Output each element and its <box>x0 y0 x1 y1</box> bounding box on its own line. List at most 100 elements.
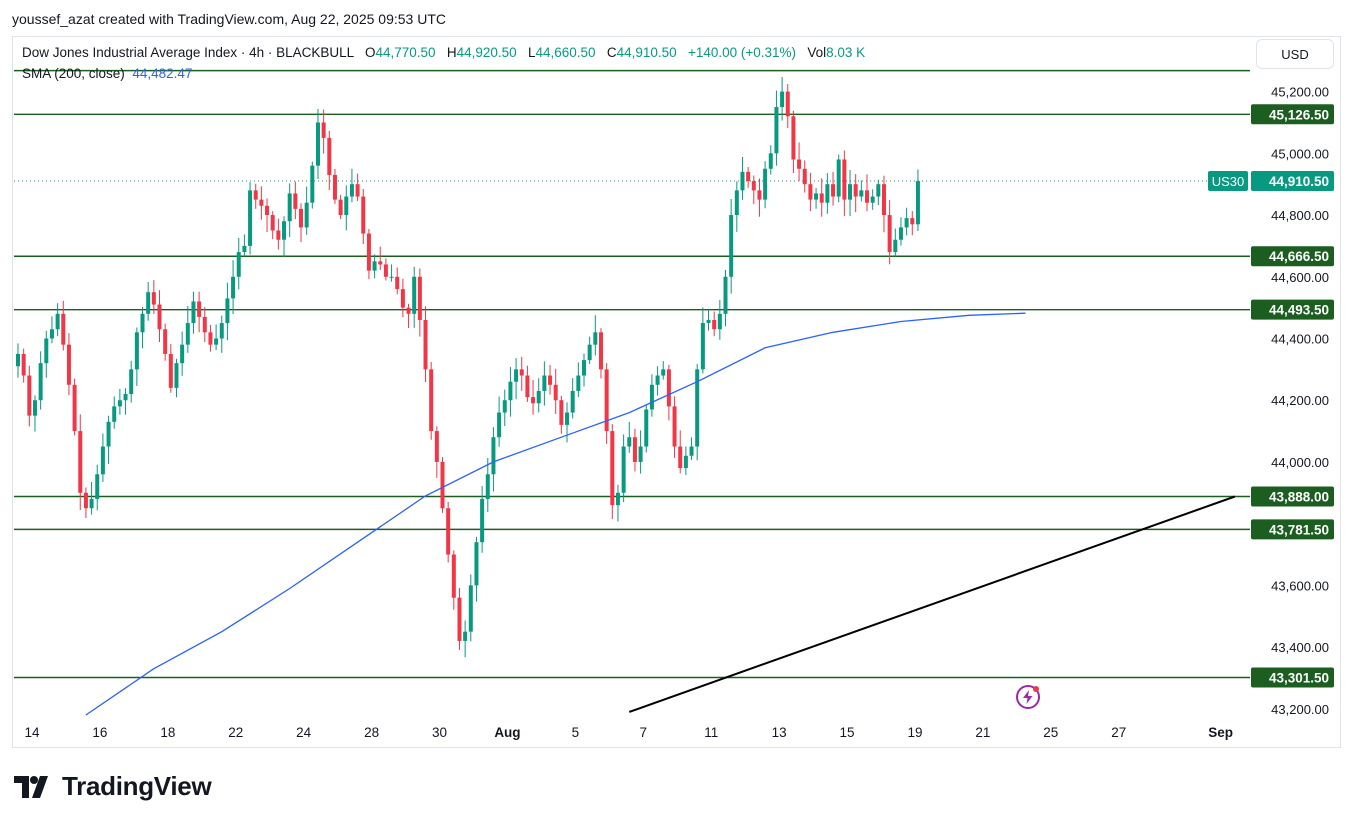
volume-value: 8.03 K <box>826 45 866 60</box>
candle-body <box>231 276 236 299</box>
candle-body <box>723 276 728 314</box>
candle-body <box>78 431 83 493</box>
candle-body <box>66 344 71 385</box>
candle-body <box>355 184 360 197</box>
candle-body <box>163 329 168 354</box>
candle-body <box>582 360 586 376</box>
candle-body <box>587 344 592 361</box>
level-price-label: 45,126.50 <box>1269 107 1329 122</box>
low-label: L <box>527 45 536 60</box>
candle-body <box>904 218 909 228</box>
candle-body <box>197 301 202 317</box>
candle-body <box>129 369 134 395</box>
candle-body <box>859 190 864 197</box>
candle-body <box>695 369 700 447</box>
author-line: youssef_azat created with TradingView.co… <box>12 11 446 27</box>
candle-body <box>423 319 428 370</box>
candle-body <box>151 292 156 305</box>
candle-body <box>32 400 37 416</box>
candle-body <box>406 307 411 314</box>
y-tick-label: 44,600.00 <box>1271 270 1329 285</box>
candle-body <box>412 276 417 314</box>
x-tick-label: 25 <box>1043 725 1058 740</box>
candle-body <box>372 261 377 271</box>
high-value: 44,920.50 <box>456 45 517 60</box>
candle-body <box>915 181 920 225</box>
candle-body <box>134 332 139 370</box>
candle-body <box>570 390 575 413</box>
trendline[interactable] <box>628 495 1236 713</box>
candle-body <box>485 474 490 499</box>
currency-button[interactable]: USD <box>1256 39 1334 69</box>
candle-body <box>853 184 858 197</box>
close-label: C <box>606 45 617 60</box>
brand-name: TradingView <box>62 771 212 801</box>
candle-body <box>457 597 462 641</box>
candle-body <box>208 332 213 345</box>
candle-body <box>253 190 258 200</box>
candle-body <box>593 332 598 345</box>
candle-body <box>717 313 722 330</box>
level-price-label: 44,666.50 <box>1269 249 1329 264</box>
candle-body <box>27 375 32 416</box>
candle-body <box>140 313 145 333</box>
candle-body <box>666 369 671 407</box>
candle-body <box>502 400 507 413</box>
candle-body <box>712 319 717 330</box>
level-price-tag <box>1251 486 1334 507</box>
candle-body <box>327 137 332 175</box>
candle-body <box>219 323 224 339</box>
candle-body <box>689 446 694 456</box>
sma-200-line[interactable] <box>85 312 1026 716</box>
candle-body <box>55 313 60 330</box>
candle-body <box>808 184 813 200</box>
level-price-tag <box>1251 104 1334 125</box>
last-price-tag <box>1251 170 1334 191</box>
candle-body <box>700 323 705 370</box>
lightning-icon[interactable] <box>1014 683 1042 711</box>
candle-body <box>417 276 422 320</box>
candle-body <box>848 184 853 200</box>
tradingview-logo-icon <box>14 775 48 798</box>
candle-body <box>89 498 94 509</box>
candle-body <box>649 384 654 410</box>
candle-body <box>344 196 349 216</box>
candle-body <box>434 431 439 462</box>
y-tick-label: 44,400.00 <box>1271 331 1329 346</box>
candle-body <box>831 184 836 197</box>
candle-body <box>338 199 343 216</box>
x-tick-label: Sep <box>1208 725 1233 740</box>
candle-body <box>683 455 688 469</box>
candle-body <box>440 461 445 509</box>
candle-body <box>621 446 626 493</box>
candle-body <box>168 353 173 388</box>
y-tick-label: 44,800.00 <box>1271 208 1329 223</box>
y-tick-label: 43,200.00 <box>1271 702 1329 717</box>
candle-body <box>536 390 541 404</box>
candle-body <box>463 631 468 641</box>
candle-body <box>746 171 751 182</box>
sma-legend[interactable]: SMA (200, close) 44,482.47 <box>22 66 192 81</box>
candle-body <box>95 474 100 499</box>
candle-body <box>361 196 366 234</box>
candle-body <box>497 412 502 438</box>
candle-body <box>706 319 711 324</box>
x-tick-label: 15 <box>840 725 855 740</box>
candle-body <box>315 122 320 166</box>
x-tick-label: 24 <box>296 725 312 740</box>
y-tick-label: 45,200.00 <box>1271 85 1329 100</box>
candle-body <box>321 122 326 138</box>
candle-body <box>910 218 915 225</box>
x-tick-label: 19 <box>907 725 922 740</box>
last-price-label: 44,910.50 <box>1269 174 1329 189</box>
low-value: 44,660.50 <box>535 45 596 60</box>
candle-body <box>117 400 122 407</box>
y-tick-label: 44,200.00 <box>1271 393 1329 408</box>
x-tick-label: Aug <box>494 725 520 740</box>
candle-body <box>655 375 660 385</box>
level-price-tag <box>1251 667 1334 688</box>
candle-body <box>768 153 773 169</box>
tradingview-brand[interactable]: TradingView <box>14 771 212 802</box>
candle-body <box>598 332 603 370</box>
